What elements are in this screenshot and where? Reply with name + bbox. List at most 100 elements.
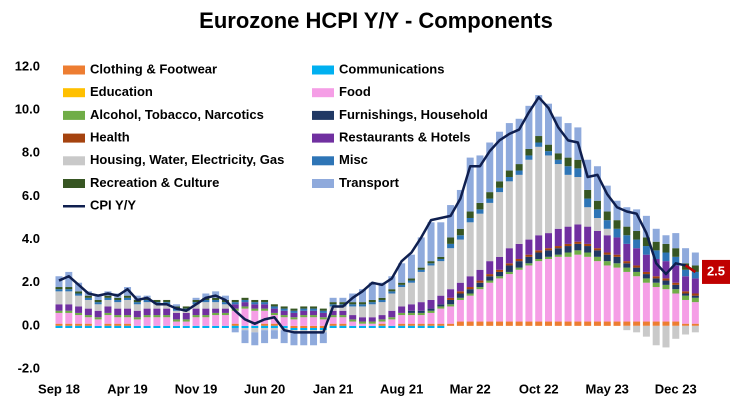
bar-segment xyxy=(496,187,504,193)
bar-segment xyxy=(94,325,102,329)
bar-segment xyxy=(329,317,337,324)
bar-segment xyxy=(564,321,572,326)
x-tick-label: Oct 22 xyxy=(519,381,559,396)
bar-segment xyxy=(564,174,572,227)
bar-segment xyxy=(682,323,690,326)
bar-segment xyxy=(593,230,601,249)
legend-swatch xyxy=(312,110,334,120)
bar-segment xyxy=(153,304,161,309)
bar-segment xyxy=(603,265,611,322)
bar-segment xyxy=(476,287,484,290)
bar-segment xyxy=(143,315,151,318)
bar-segment xyxy=(642,325,650,337)
bar-segment xyxy=(427,323,435,326)
bar-segment xyxy=(212,315,220,326)
bar-segment xyxy=(310,306,318,309)
y-tick-label: 2.0 xyxy=(22,274,40,289)
bar-segment xyxy=(182,325,190,329)
bar-segment xyxy=(339,310,347,316)
bar-segment xyxy=(505,181,513,249)
bar-segment xyxy=(104,297,112,300)
bar-segment xyxy=(163,317,171,326)
bar-segment xyxy=(300,317,308,326)
line xyxy=(58,95,697,334)
bar-segment xyxy=(623,261,631,264)
bar-segment xyxy=(535,321,543,326)
bar-segment xyxy=(633,239,641,249)
bar-segment xyxy=(535,250,543,253)
bar-segment xyxy=(691,295,699,298)
bar-segment xyxy=(94,319,102,326)
bar-segment xyxy=(104,312,112,316)
bar-segment xyxy=(319,319,327,326)
bar-segment xyxy=(290,332,298,346)
bar-segment xyxy=(603,235,611,253)
bar-segment xyxy=(574,241,582,244)
bar-segment xyxy=(652,287,660,322)
bar-segment xyxy=(172,325,180,329)
bar-segment xyxy=(476,289,484,322)
bar-segment xyxy=(261,308,269,311)
bar-segment xyxy=(417,237,425,268)
bar-segment xyxy=(603,321,611,326)
bar-segment xyxy=(652,276,660,279)
bar-segment xyxy=(535,146,543,236)
bar-segment xyxy=(682,293,690,296)
bar-segment xyxy=(104,325,112,329)
bar-segment xyxy=(300,306,308,309)
x-tick-label: May 23 xyxy=(586,381,629,396)
bar-segment xyxy=(525,105,533,149)
bar-segment xyxy=(349,325,357,329)
bar-segment xyxy=(486,192,494,199)
bar-segment xyxy=(456,282,464,292)
bar-segment xyxy=(545,321,552,326)
legend-swatch xyxy=(63,133,85,143)
bar-segment xyxy=(564,166,572,175)
bar-segment xyxy=(398,325,406,329)
bar-segment xyxy=(94,317,102,320)
bar-segment xyxy=(212,308,220,313)
bar-segment xyxy=(241,325,249,329)
chart-title: Eurozone HCPI Y/Y - Components xyxy=(199,8,553,33)
bar-segment xyxy=(584,321,592,326)
bar-segment xyxy=(613,200,621,221)
bar-segment xyxy=(75,325,83,329)
bar-segment xyxy=(251,325,259,329)
bar-segment xyxy=(55,287,63,290)
bar-segment xyxy=(143,299,151,303)
bar-segment xyxy=(682,269,690,277)
bar-segment xyxy=(202,317,210,326)
bar-segment xyxy=(476,213,484,270)
bar-segment xyxy=(505,123,513,171)
bar-segment xyxy=(505,170,513,178)
x-tick-label: Apr 19 xyxy=(107,381,147,396)
bar-segment xyxy=(221,308,229,313)
bar-segment xyxy=(172,312,180,320)
bar-segment xyxy=(535,235,543,251)
bar-segment xyxy=(407,254,415,279)
bar-segment xyxy=(251,304,259,309)
bar-segment xyxy=(368,321,376,324)
bar-segment xyxy=(261,310,269,324)
bar-segment xyxy=(221,312,229,316)
legend-label: Furnishings, Household xyxy=(339,107,488,122)
y-tick-label: -2.0 xyxy=(18,360,40,375)
bar-segment xyxy=(407,282,415,305)
bar-segment xyxy=(339,323,347,326)
bar-segment xyxy=(75,293,83,296)
bar-segment xyxy=(75,306,83,313)
legend-swatch xyxy=(312,133,334,143)
bar-segment xyxy=(133,325,141,329)
bar-segment xyxy=(447,248,455,290)
bar-segment xyxy=(505,248,513,264)
bar-segment xyxy=(212,312,220,316)
bar-segment xyxy=(545,248,552,251)
bar-segment xyxy=(456,291,464,294)
bar-segment xyxy=(398,284,406,288)
bar-segment xyxy=(623,263,631,268)
bar-segment xyxy=(290,325,298,329)
legend-swatch xyxy=(63,156,85,166)
bar-segment xyxy=(398,312,406,316)
bar-segment xyxy=(55,323,63,326)
